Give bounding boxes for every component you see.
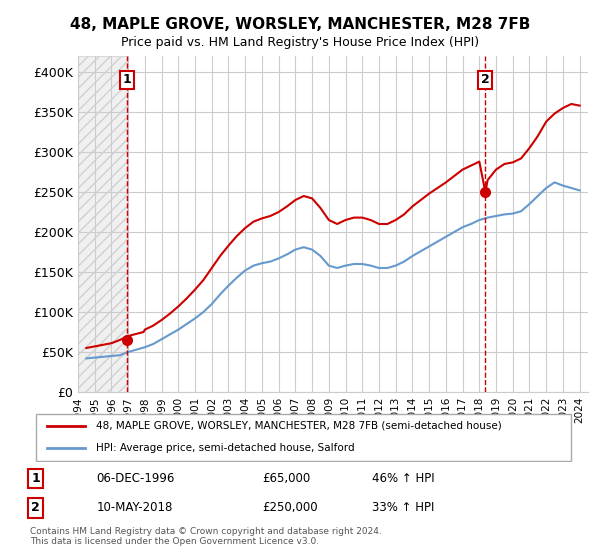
- Bar: [78, 56, 127, 392]
- Text: 48, MAPLE GROVE, WORSLEY, MANCHESTER, M28 7FB: 48, MAPLE GROVE, WORSLEY, MANCHESTER, M2…: [70, 17, 530, 32]
- Text: 48, MAPLE GROVE, WORSLEY, MANCHESTER, M28 7FB (semi-detached house): 48, MAPLE GROVE, WORSLEY, MANCHESTER, M2…: [96, 421, 502, 431]
- Text: 10-MAY-2018: 10-MAY-2018: [96, 501, 173, 515]
- Text: HPI: Average price, semi-detached house, Salford: HPI: Average price, semi-detached house,…: [96, 443, 355, 453]
- Text: Price paid vs. HM Land Registry's House Price Index (HPI): Price paid vs. HM Land Registry's House …: [121, 36, 479, 49]
- FancyBboxPatch shape: [35, 414, 571, 461]
- Text: 2: 2: [481, 73, 490, 86]
- Text: 2: 2: [31, 501, 40, 515]
- Text: 33% ↑ HPI: 33% ↑ HPI: [372, 501, 434, 515]
- Text: £250,000: £250,000: [262, 501, 317, 515]
- Text: 1: 1: [31, 472, 40, 485]
- Text: 06-DEC-1996: 06-DEC-1996: [96, 472, 175, 485]
- Text: 46% ↑ HPI: 46% ↑ HPI: [372, 472, 435, 485]
- Text: Contains HM Land Registry data © Crown copyright and database right 2024.
This d: Contains HM Land Registry data © Crown c…: [30, 526, 382, 546]
- Text: £65,000: £65,000: [262, 472, 310, 485]
- Text: 1: 1: [122, 73, 131, 86]
- Bar: [78, 56, 127, 392]
